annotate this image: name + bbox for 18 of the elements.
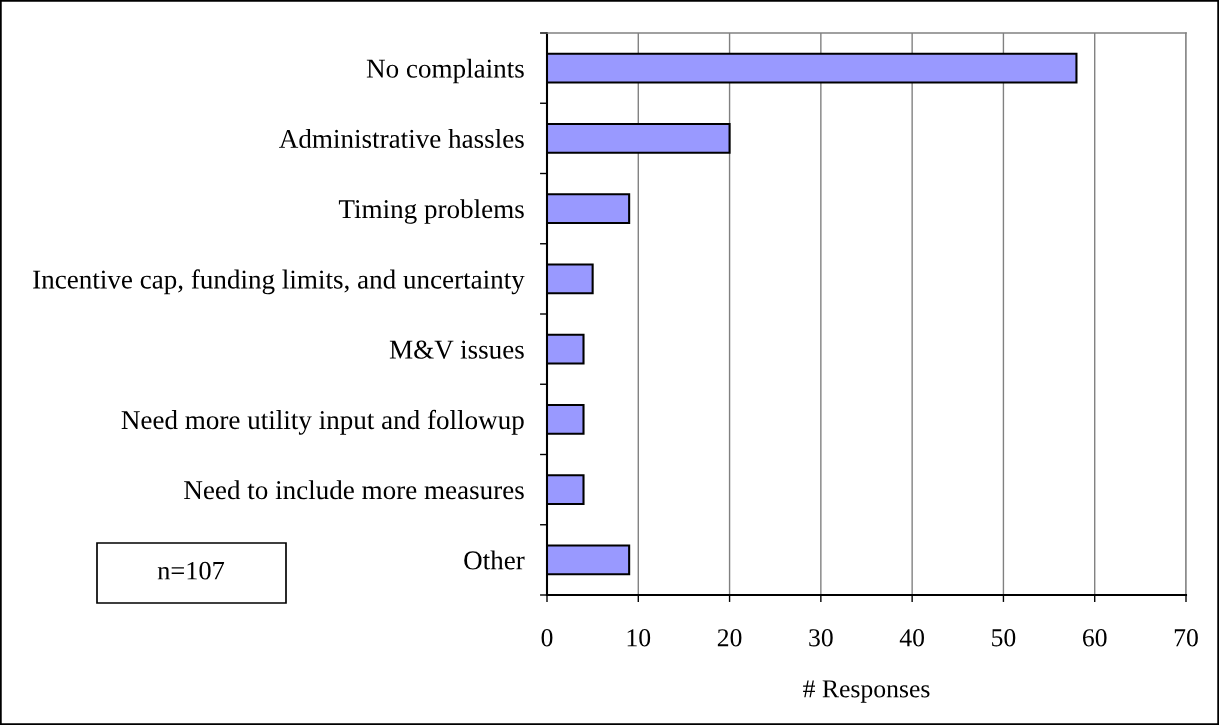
y-tick-label: Administrative hassles bbox=[279, 128, 524, 149]
y-tick-label: Other bbox=[464, 550, 525, 570]
x-axis-title: # Responses bbox=[803, 680, 930, 703]
x-tick-label: 20 bbox=[717, 629, 742, 647]
y-tick-label: Incentive cap, funding limits, and uncertainty bbox=[33, 269, 525, 295]
x-tick-label: 40 bbox=[899, 629, 925, 647]
y-tick-label: M&V issues bbox=[389, 340, 524, 359]
x-tick-label: 30 bbox=[809, 629, 833, 647]
y-tick-label: Timing problems bbox=[338, 199, 524, 224]
x-tick-label: 70 bbox=[1174, 629, 1198, 647]
y-tick-label: No complaints bbox=[366, 58, 524, 84]
text: n=107 bbox=[157, 561, 225, 580]
x-tick-label: 0 bbox=[541, 629, 553, 647]
y-tick-label: Need to include more measures bbox=[184, 480, 524, 500]
x-tick-label: 60 bbox=[1082, 629, 1107, 647]
x-tick-label: 10 bbox=[627, 629, 651, 647]
x-tick-label: 50 bbox=[992, 629, 1016, 647]
y-tick-label: Need more utility input and followup bbox=[121, 409, 524, 435]
